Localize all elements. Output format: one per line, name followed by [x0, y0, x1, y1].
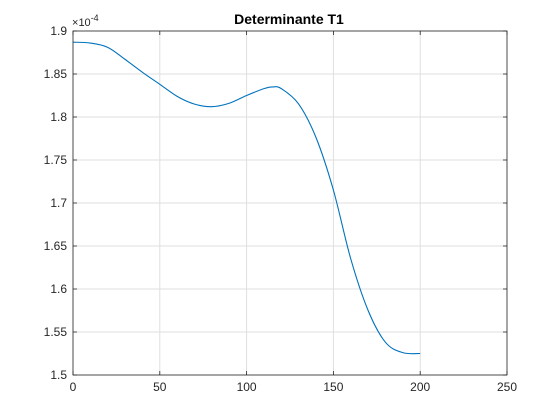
series-line	[72, 41, 421, 355]
y-exponent-label: ×10-4	[72, 13, 99, 29]
chart-title: Determinante T1	[234, 11, 344, 27]
y-exponent-power: -4	[91, 13, 99, 23]
y-tick-label: 1.6	[50, 282, 67, 296]
axis-ticks	[72, 30, 508, 376]
series-layer	[72, 41, 421, 355]
y-tick-label: 1.9	[50, 24, 67, 38]
x-tick-label: 150	[323, 380, 343, 394]
x-tick-label: 200	[410, 380, 430, 394]
y-tick-label: 1.8	[50, 110, 67, 124]
x-tick-label: 250	[497, 380, 517, 394]
x-tick-label: 100	[237, 380, 257, 394]
y-tick-label: 1.65	[44, 239, 68, 253]
x-tick-label: 50	[153, 380, 167, 394]
x-tick-label: 0	[70, 380, 77, 394]
y-tick-label: 1.75	[44, 153, 68, 167]
y-tick-labels: 1.5 1.55 1.6 1.65 1.7 1.75 1.8 1.85 1.9	[44, 24, 68, 382]
y-exponent-prefix: ×	[72, 17, 78, 29]
y-tick-label: 1.55	[44, 325, 68, 339]
y-tick-label: 1.5	[50, 368, 67, 382]
y-exponent-base: 10	[78, 17, 90, 29]
y-tick-label: 1.7	[50, 196, 67, 210]
y-tick-label: 1.85	[44, 67, 68, 81]
x-tick-labels: 0 50 100 150 200 250	[70, 380, 518, 394]
